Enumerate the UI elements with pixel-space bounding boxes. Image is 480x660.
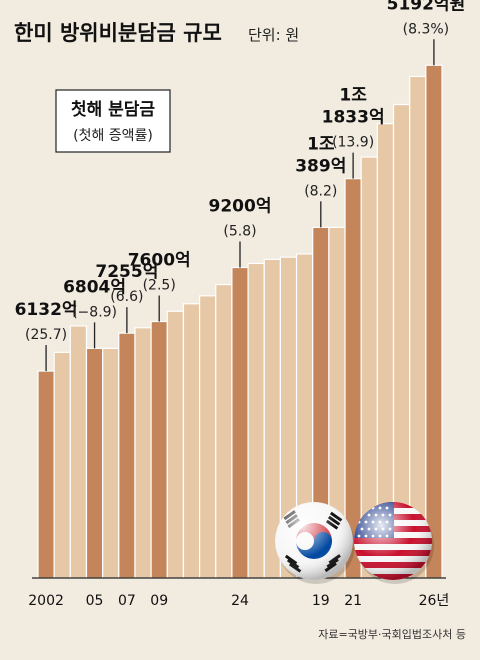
bar-2010: [166, 310, 185, 579]
x-tick-label: 2002: [28, 593, 64, 609]
korea-flag-icon: [275, 502, 355, 584]
annotation-value: 1조: [339, 86, 367, 106]
annotation-value: 1조: [307, 134, 335, 154]
bar-2012: [199, 295, 217, 579]
x-tick-label: 21: [344, 593, 362, 609]
annotation-value: 6804억: [63, 277, 126, 297]
annotation-rate: (8.2): [304, 183, 337, 199]
annotation-rate: (−8.9): [72, 304, 117, 320]
bar-2005: [85, 347, 104, 579]
x-tick-label: 09: [150, 593, 168, 609]
bar-2004: [69, 325, 88, 579]
annotation-rate: (13.9): [332, 135, 374, 151]
legend-sub: (첫해 증액률): [73, 128, 153, 144]
bar-2002: [37, 370, 55, 579]
bar-2007: [118, 332, 136, 579]
x-tick-label: 05: [86, 593, 104, 609]
annotation-rate: (8.3%): [403, 21, 450, 37]
x-tick-label: 24: [231, 593, 249, 609]
source-note: 자료=국방부·국회입법조사처 등: [318, 628, 466, 641]
bar-2014: [231, 266, 249, 579]
annotation-rate: (25.7): [25, 327, 67, 343]
x-tick-label: 26년: [419, 593, 450, 609]
usa-flag-icon: [354, 502, 434, 584]
legend-box: [55, 89, 171, 153]
annotation-rate: (2.5): [143, 278, 176, 294]
annotation-rate: (6.6): [110, 289, 143, 305]
bar-2026: [425, 64, 443, 579]
bar-2009: [150, 320, 168, 579]
annotations-group: 6132억 (25.7) 6804억 (−8.9) 7255억 (6.6) 7600억 (2.…: [15, 0, 466, 372]
bar-2011: [182, 303, 201, 579]
annotation-value: 9200억: [209, 197, 272, 217]
annotation-value: 389억: [295, 156, 346, 176]
annotation-rate: (5.8): [223, 224, 256, 240]
bar-2013: [215, 283, 233, 579]
annotation-value: 7255억: [95, 262, 158, 282]
x-tick-label: 07: [118, 593, 136, 609]
annotation-value: 5192억원: [387, 0, 466, 14]
x-tick-label: 19: [312, 593, 330, 609]
bar-2008: [134, 327, 152, 579]
bar-2015: [247, 262, 265, 579]
annotation-value: 6132억: [15, 300, 78, 320]
legend-main: 첫해 분담금: [71, 99, 155, 120]
annotation-value: 1833억: [322, 108, 385, 128]
annotation-value: 7600억: [128, 251, 191, 271]
bar-2003: [53, 351, 71, 579]
bar-2006: [102, 347, 120, 579]
unit-label: 단위: 원: [248, 26, 299, 44]
bar-2021: [344, 178, 362, 579]
x-axis: 2002 05 07 09 24 19 21 26년: [28, 577, 450, 609]
legend: 첫해 분담금 (첫해 증액률): [55, 89, 171, 153]
chart-title: 한미 방위비분담금 규모: [14, 21, 222, 45]
bar-2025: [409, 75, 427, 579]
